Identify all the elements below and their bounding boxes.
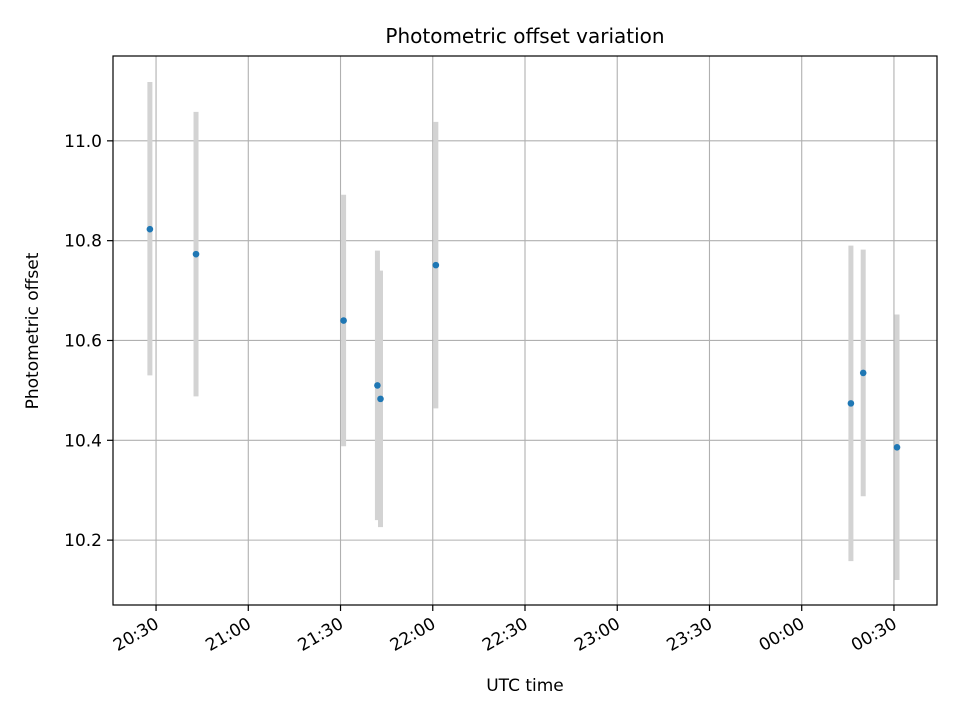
data-point [847, 400, 855, 407]
data-point [893, 443, 901, 451]
y-tick-label: 10.6 [64, 331, 102, 351]
data-point [192, 250, 200, 258]
data-point [377, 395, 384, 403]
data-point [432, 261, 440, 269]
data-points [146, 225, 901, 451]
y-tick-label: 10.8 [64, 232, 102, 252]
y-tick-label: 11.0 [64, 132, 102, 152]
y-axis-ticks: 10.2 10.4 10.6 10.8 11.0 [64, 132, 113, 551]
data-point [859, 369, 867, 377]
x-axis-label: UTC time [486, 676, 564, 696]
data-point [340, 317, 347, 324]
chart-title: Photometric offset variation [385, 24, 664, 48]
y-tick-label: 10.4 [64, 431, 102, 451]
data-point [374, 382, 381, 389]
grid-lines [113, 56, 937, 605]
y-axis-label: Photometric offset [23, 252, 43, 409]
data-point [146, 225, 154, 233]
y-tick-label: 10.2 [64, 531, 102, 551]
